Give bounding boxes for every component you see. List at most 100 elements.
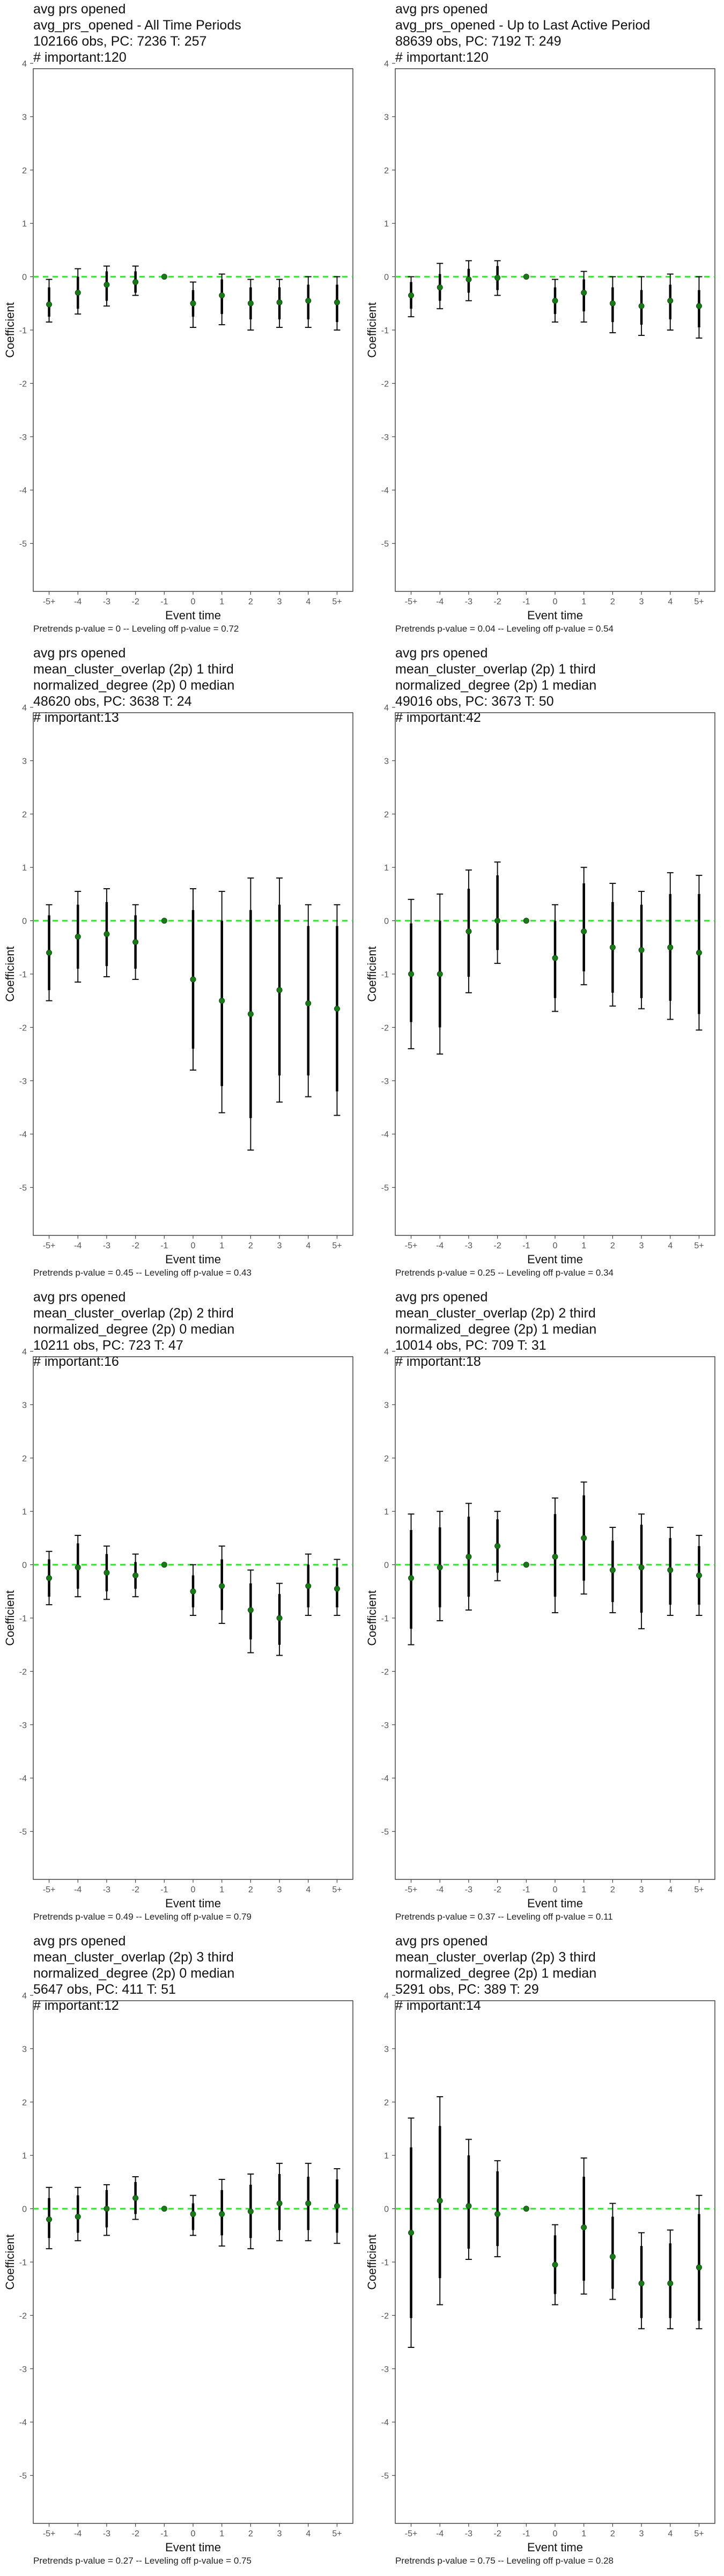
y-tick-label: 2	[22, 166, 27, 175]
y-tick-label: 2	[384, 1454, 389, 1463]
estimate-point	[408, 2229, 415, 2236]
title-line: 49016 obs, PC: 3673 T: 50	[395, 694, 554, 709]
pvalue-footnote: Pretrends p-value = 0.49 -- Leveling off…	[33, 1912, 252, 1922]
x-tick-label: 0	[553, 2529, 558, 2538]
title-line: mean_cluster_overlap (2p) 2 third	[395, 1306, 596, 1321]
x-tick-label: -2	[131, 2529, 139, 2538]
x-tick-label: 1	[581, 2529, 586, 2538]
y-tick-label: -4	[381, 2418, 389, 2427]
estimate-point	[581, 289, 587, 296]
estimate-point	[638, 1564, 645, 1571]
estimate-point	[609, 944, 616, 950]
estimate-point	[667, 944, 674, 950]
y-tick-label: 4	[384, 1992, 389, 2001]
plot-frame	[33, 1356, 353, 1880]
estimate-point	[696, 1572, 702, 1578]
title-line: 88639 obs, PC: 7192 T: 249	[395, 34, 562, 49]
estimate-point	[552, 1554, 558, 1560]
y-tick-label: 3	[22, 113, 27, 122]
title-line: mean_cluster_overlap (2p) 1 third	[395, 662, 596, 677]
pretrends-p-value: 0.37	[477, 1912, 496, 1922]
title-line: mean_cluster_overlap (2p) 3 third	[395, 1950, 596, 1965]
estimate-point	[523, 2206, 529, 2212]
estimate-point	[75, 1564, 81, 1571]
chart-panel: avg prs opened mean_cluster_overlap (2p) …	[362, 1288, 724, 1932]
y-tick-label: -5	[19, 1828, 27, 1837]
chart-panel: avg prs opened mean_cluster_overlap (2p) …	[362, 644, 724, 1288]
y-tick-label: 1	[22, 863, 27, 873]
estimate-point	[494, 275, 501, 281]
estimate-point	[334, 1585, 340, 1592]
estimate-point	[46, 2216, 53, 2222]
y-axis-label: Coefficient	[3, 302, 17, 358]
footnote-prefix: Pretrends p-value =	[395, 2556, 478, 2566]
pvalue-footnote: Pretrends p-value = 0.27 -- Leveling off…	[33, 2556, 252, 2566]
estimate-point	[161, 274, 167, 280]
leveling-off-p-value: 0.34	[595, 1268, 614, 1278]
title-line: avg prs opened	[33, 2, 126, 17]
y-tick-label: 2	[384, 2098, 389, 2107]
x-axis-label: Event time	[165, 609, 221, 622]
leveling-off-p-value: 0.72	[221, 624, 239, 634]
pvalue-footnote: Pretrends p-value = 0.37 -- Leveling off…	[395, 1912, 613, 1922]
title-line: normalized_degree (2p) 1 median	[395, 1322, 597, 1337]
y-tick-label: -3	[381, 2365, 389, 2374]
estimate-point	[219, 292, 225, 298]
x-tick-label: 2	[610, 1885, 615, 1894]
footnote-separator: -- Leveling off p-value =	[133, 1268, 234, 1278]
x-tick-label: 2	[610, 1241, 615, 1250]
y-tick-label: 4	[22, 1348, 27, 1357]
y-tick-label: 2	[384, 810, 389, 819]
leveling-off-p-value: 0.11	[595, 1912, 613, 1922]
x-tick-label: 3	[277, 2529, 282, 2538]
x-tick-label: -1	[522, 597, 530, 606]
pretrends-p-value: 0.75	[477, 2556, 496, 2566]
estimate-point	[276, 299, 283, 305]
estimate-point	[104, 2206, 110, 2212]
title-line: # important:120	[395, 50, 489, 65]
title-line: normalized_degree (2p) 1 median	[395, 678, 597, 693]
x-tick-label: 4	[668, 1885, 673, 1894]
chart-panel: avg prs opened mean_cluster_overlap (2p) …	[0, 1288, 362, 1932]
chart-title: avg prs opened mean_cluster_overlap (2p) …	[395, 1933, 596, 2014]
title-line: 48620 obs, PC: 3638 T: 24	[33, 694, 192, 709]
footnote-separator: -- Leveling off p-value =	[495, 1912, 596, 1922]
pvalue-footnote: Pretrends p-value = 0.04 -- Leveling off…	[395, 624, 614, 634]
estimate-point	[667, 1567, 674, 1574]
plot-frame	[395, 1356, 715, 1880]
estimate-point	[132, 279, 139, 286]
y-tick-label: 3	[384, 2045, 389, 2054]
x-tick-label: -5+	[405, 597, 418, 606]
y-tick-label: -5	[19, 540, 27, 549]
x-tick-label: 3	[277, 1241, 282, 1250]
x-tick-label: 4	[668, 597, 673, 606]
y-tick-label: 1	[384, 863, 389, 873]
y-tick-label: -2	[381, 1667, 389, 1677]
leveling-off-p-value: 0.43	[233, 1268, 252, 1278]
coefficient-plot: -5 -4 -3 -2 -1 0 1 2 3 4 -5+ -4 -3 -2 -1 0 1 2 3 4 5+ Event t…	[365, 704, 715, 1266]
x-tick-label: -4	[74, 2529, 82, 2538]
y-tick-label: -1	[19, 1614, 27, 1623]
x-tick-label: 0	[553, 597, 558, 606]
y-tick-label: -2	[19, 379, 27, 389]
estimate-point	[46, 301, 53, 308]
y-tick-label: -5	[19, 2472, 27, 2481]
y-tick-label: -2	[19, 1023, 27, 1033]
pretrends-p-value: 0.45	[115, 1268, 134, 1278]
x-tick-label: 4	[306, 1241, 311, 1250]
y-tick-label: 4	[384, 1348, 389, 1357]
footnote-separator: -- Leveling off p-value =	[121, 624, 221, 634]
title-line: avg prs opened	[395, 1290, 488, 1305]
y-tick-label: 0	[384, 273, 389, 282]
footnote-separator: -- Leveling off p-value =	[133, 1912, 234, 1922]
x-tick-label: 2	[248, 1885, 253, 1894]
x-tick-label: 5+	[694, 597, 704, 606]
y-tick-label: -1	[19, 970, 27, 979]
x-tick-label: -2	[131, 1885, 139, 1894]
title-line: mean_cluster_overlap (2p) 3 third	[33, 1950, 234, 1965]
x-tick-label: 2	[248, 597, 253, 606]
estimate-point	[696, 2264, 702, 2271]
estimate-point	[494, 1543, 501, 1549]
x-tick-label: 4	[668, 2529, 673, 2538]
estimate-point	[437, 2198, 443, 2204]
